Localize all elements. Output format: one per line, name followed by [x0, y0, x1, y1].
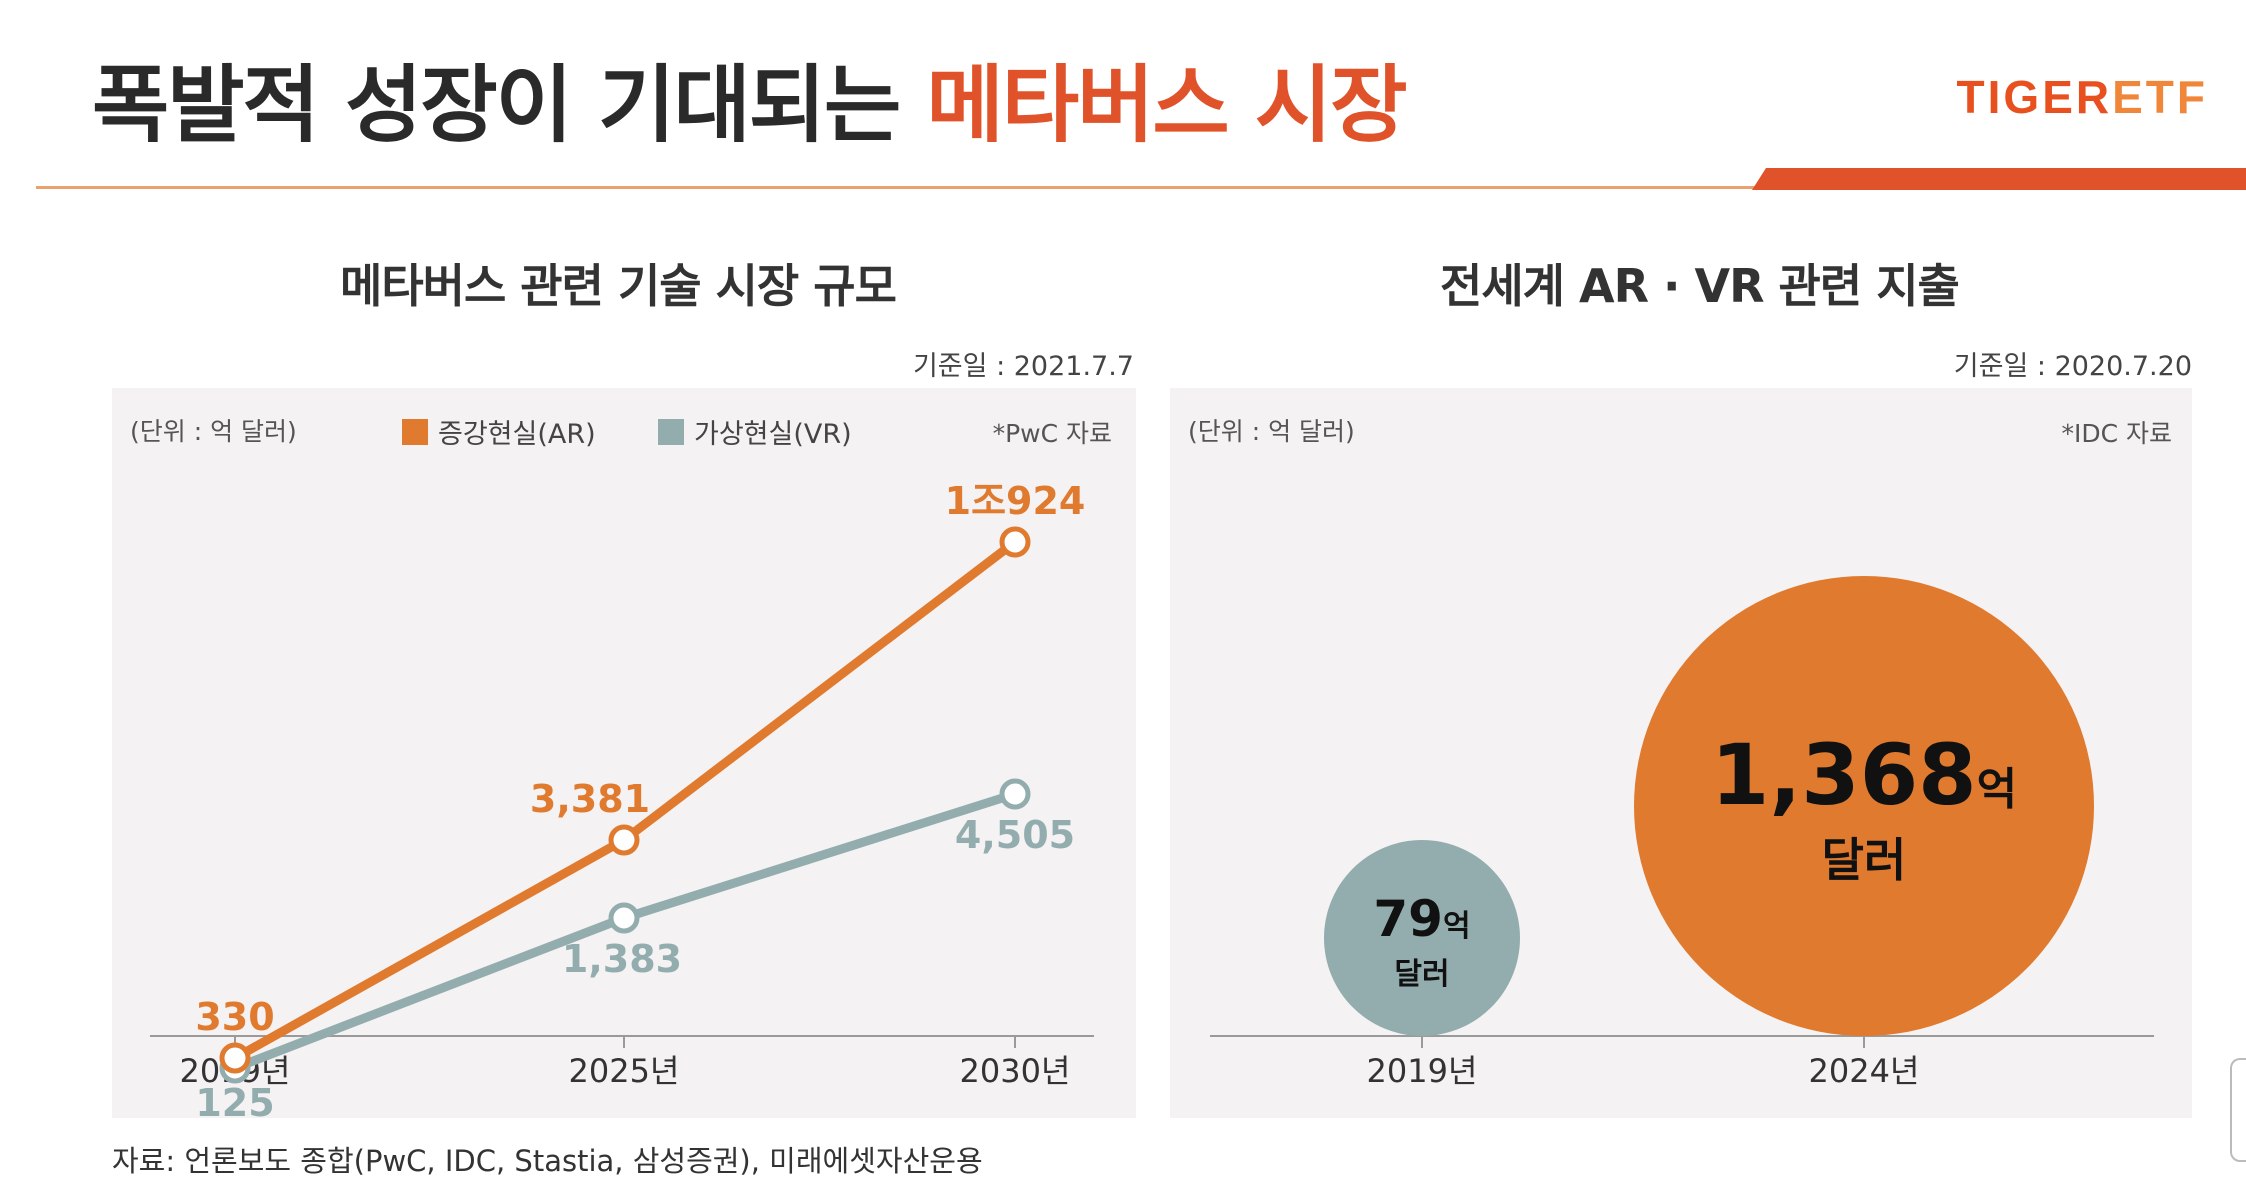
bubble-value-unit: 억 — [1977, 764, 2017, 815]
bubble-value-number: 79 — [1373, 890, 1443, 948]
header-divider — [36, 168, 2246, 190]
vr-data-label: 4,505 — [955, 813, 1075, 857]
page-title: 폭발적 성장이 기대되는 메타버스 시장 — [92, 38, 1408, 159]
ar-data-label: 3,381 — [530, 777, 650, 821]
tiger-etf-logo: TIGERETF — [1957, 70, 2208, 124]
page-title-accent: 메타버스 시장 — [926, 56, 1408, 154]
bubble-unit-sub: 달러 — [1822, 833, 1907, 887]
ar-data-point — [999, 526, 1031, 558]
spending-bubble — [1324, 840, 1520, 1036]
ar-data-point — [219, 1042, 251, 1074]
left-chart-panel: (단위 : 억 달러) 증강현실(AR) 가상현실(VR) *PwC 자료 20… — [112, 388, 1136, 1118]
right-panel-title: 전세계 AR · VR 관련 지출 — [1440, 259, 1960, 313]
header-divider-line — [36, 186, 2246, 189]
left-base-date: 기준일 : 2021.7.7 — [912, 351, 1134, 382]
right-unit-label: (단위 : 억 달러) — [1188, 417, 1355, 446]
ar-data-point — [608, 824, 640, 856]
right-source-note: *IDC 자료 — [2061, 419, 2172, 448]
vr-data-label: 125 — [195, 1081, 274, 1118]
left-panel-title: 메타버스 관련 기술 시장 규모 — [340, 259, 897, 313]
vr-data-point — [999, 778, 1031, 810]
bubble-x-tick-label: 2024년 — [1809, 1052, 1920, 1090]
legend-ar-swatch — [402, 418, 428, 445]
line-chart: 2019년2025년2030년3303,3811조9241251,3834,50… — [150, 479, 1094, 1118]
bubble-x-tick-label: 2019년 — [1367, 1052, 1478, 1090]
left-unit-label: (단위 : 억 달러) — [130, 417, 297, 446]
page-title-main: 폭발적 성장이 기대되는 — [92, 56, 901, 154]
spending-bubble — [1634, 576, 2094, 1036]
bubble-unit-sub: 달러 — [1394, 957, 1449, 992]
right-chart-panel: (단위 : 억 달러) *IDC 자료 2019년 2024년 79억 달러 1,368… — [1170, 388, 2192, 1118]
header-divider-accent-bar — [1752, 168, 2246, 190]
bubble-value-label: 1,368억 — [1711, 726, 2017, 824]
legend-vr: 가상현실(VR) — [658, 412, 852, 451]
ar-data-label: 1조924 — [945, 479, 1086, 523]
bubble-value-unit: 억 — [1443, 909, 1471, 944]
logo-etf-text: ETF — [2112, 71, 2208, 123]
x-tick-label: 2030년 — [960, 1052, 1071, 1090]
legend-ar: 증강현실(AR) — [402, 412, 596, 451]
legend-vr-swatch — [658, 418, 684, 445]
ar-data-label: 330 — [195, 995, 274, 1039]
left-source-note: *PwC 자료 — [992, 419, 1112, 448]
logo-tiger-text: TIGER — [1956, 71, 2113, 123]
legend-ar-label: 증강현실(AR) — [438, 419, 596, 450]
legend-vr-label: 가상현실(VR) — [694, 419, 852, 450]
right-base-date: 기준일 : 2020.7.20 — [1953, 351, 2192, 382]
x-tick-label: 2025년 — [569, 1052, 680, 1090]
vr-data-point — [608, 902, 640, 934]
vr-data-label: 1,383 — [562, 937, 682, 981]
footer-source: 자료: 언론보도 종합(PwC, IDC, Stastia, 삼성증권), 미래… — [112, 1144, 983, 1178]
side-scroll-handle[interactable] — [2230, 1058, 2246, 1162]
bubble-value-number: 1,368 — [1711, 726, 1977, 824]
bubble-value-label: 79억 — [1373, 890, 1470, 948]
